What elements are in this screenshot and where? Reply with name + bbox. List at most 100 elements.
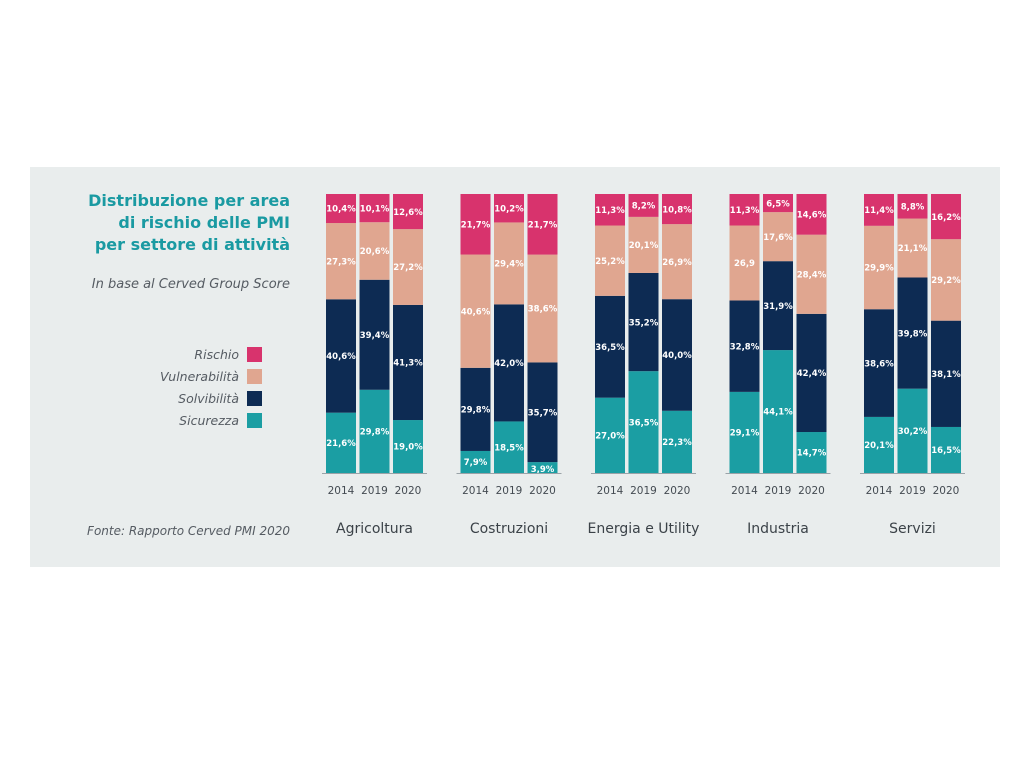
- bar-segment-solvibilit: [460, 367, 491, 451]
- bar-segment-solvibilit: [796, 313, 827, 433]
- bar-segment-sicurezza: [931, 426, 961, 473]
- bar-segment-vulnerabilit: [729, 225, 760, 301]
- data-label: 40,6%: [326, 352, 356, 362]
- year-tick-label: 2014: [597, 485, 624, 497]
- sector-label: Agricoltura: [336, 521, 413, 537]
- bar-segment-sicurezza: [460, 450, 491, 473]
- data-label: 27,3%: [326, 257, 356, 267]
- data-label: 40,6%: [461, 307, 491, 317]
- data-label: 16,2%: [931, 213, 961, 223]
- legend-label: Vulnerabilità: [159, 368, 239, 384]
- legend-label: Rischio: [194, 346, 239, 362]
- data-label: 29,2%: [931, 276, 961, 286]
- data-label: 35,2%: [629, 318, 659, 328]
- data-label: 27,2%: [393, 263, 423, 273]
- legend-item-solvibilita: Solvibilità: [110, 387, 262, 409]
- data-label: 42,0%: [494, 359, 524, 369]
- data-label: 11,4%: [864, 206, 894, 216]
- data-label: 11,3%: [595, 206, 625, 216]
- data-label: 38,6%: [864, 359, 894, 369]
- bar-segment-vulnerabilit: [326, 223, 356, 300]
- data-label: 21,1%: [898, 244, 928, 254]
- bar-segment-solvibilit: [494, 304, 524, 422]
- legend-item-sicurezza: Sicurezza: [110, 409, 262, 431]
- bar-segment-solvibilit: [326, 299, 356, 413]
- data-label: 27,0%: [595, 432, 625, 442]
- bar-segment-rischio: [662, 194, 692, 225]
- year-tick-label: 2020: [933, 485, 960, 497]
- bar-segment-solvibilit: [763, 261, 793, 351]
- bar-segment-rischio: [628, 194, 659, 217]
- bar-segment-sicurezza: [729, 391, 760, 473]
- data-label: 29,1%: [730, 429, 760, 439]
- data-label: 21,7%: [461, 220, 491, 230]
- bar-segment-rischio: [460, 194, 491, 255]
- data-label: 29,8%: [461, 406, 491, 416]
- bar-segment-solvibilit: [359, 279, 390, 390]
- data-label: 10,8%: [662, 205, 692, 215]
- legend-label: Solvibilità: [178, 390, 239, 406]
- data-label: 38,1%: [931, 370, 961, 380]
- bar-segment-solvibilit: [931, 320, 961, 427]
- chart-title: Distribuzione per area di rischio delle …: [60, 190, 290, 256]
- data-label: 29,8%: [360, 428, 390, 438]
- bar-segment-sicurezza: [595, 397, 625, 473]
- year-tick-label: 2019: [765, 485, 792, 497]
- bar-segment-vulnerabilit: [527, 254, 558, 363]
- bar-segment-vulnerabilit: [393, 229, 423, 305]
- bar-segment-vulnerabilit: [931, 239, 961, 321]
- data-label: 39,8%: [898, 329, 928, 339]
- data-label: 20,6%: [360, 247, 390, 257]
- bar-segment-rischio: [864, 194, 894, 226]
- sector-label: Costruzioni: [470, 521, 548, 537]
- bar-segment-solvibilit: [595, 295, 625, 398]
- sector-label: Energia e Utility: [588, 521, 700, 537]
- chart-panel: Distribuzione per area di rischio delle …: [30, 167, 1000, 567]
- bar-segment-vulnerabilit: [897, 218, 928, 278]
- chart-title-line: Distribuzione per area: [88, 191, 290, 210]
- data-label: 21,6%: [326, 439, 356, 449]
- data-label: 20,1%: [629, 241, 659, 251]
- data-label: 29,9%: [864, 264, 894, 274]
- bar-segment-sicurezza: [326, 412, 356, 473]
- data-label: 17,6%: [763, 233, 793, 243]
- bar-segment-vulnerabilit: [864, 225, 894, 310]
- data-label: 10,1%: [360, 204, 390, 214]
- data-label: 18,5%: [494, 443, 524, 453]
- year-tick-label: 2019: [361, 485, 388, 497]
- bar-segment-vulnerabilit: [359, 222, 390, 280]
- data-label: 30,2%: [898, 427, 928, 437]
- bar-segment-rischio: [931, 194, 961, 240]
- bar-segment-sicurezza: [393, 420, 423, 473]
- data-label: 39,4%: [360, 331, 390, 341]
- source-note: Fonte: Rapporto Cerved PMI 2020: [87, 524, 290, 538]
- data-label: 10,4%: [326, 205, 356, 215]
- data-label: 10,2%: [494, 204, 524, 214]
- bar-segment-solvibilit: [662, 299, 692, 411]
- data-label: 36,5%: [595, 343, 625, 353]
- bar-segment-rischio: [359, 194, 390, 223]
- data-label: 36,5%: [629, 418, 659, 428]
- legend-swatch: [247, 390, 262, 406]
- bar-segment-sicurezza: [796, 432, 827, 473]
- data-label: 41,3%: [393, 359, 423, 369]
- data-label: 14,7%: [797, 449, 827, 459]
- data-label: 6,5%: [766, 199, 790, 209]
- bar-segment-vulnerabilit: [662, 224, 692, 300]
- bar-segment-vulnerabilit: [595, 225, 625, 296]
- chart-title-line: per settore di attività: [94, 235, 290, 254]
- data-label: 20,1%: [864, 441, 894, 451]
- year-tick-label: 2020: [664, 485, 691, 497]
- data-label: 32,8%: [730, 342, 760, 352]
- bar-segment-vulnerabilit: [628, 216, 659, 273]
- bar-segment-sicurezza: [864, 416, 894, 473]
- bar-segment-rischio: [729, 194, 760, 226]
- data-label: 38,6%: [528, 305, 558, 315]
- bar-segment-sicurezza: [897, 388, 928, 473]
- bar-segment-rischio: [897, 194, 928, 219]
- bar-segment-rischio: [763, 194, 793, 213]
- data-label: 26,9: [734, 259, 755, 269]
- bar-segment-rischio: [393, 194, 423, 230]
- data-label: 26,9%: [662, 258, 692, 268]
- data-label: 35,7%: [528, 408, 558, 418]
